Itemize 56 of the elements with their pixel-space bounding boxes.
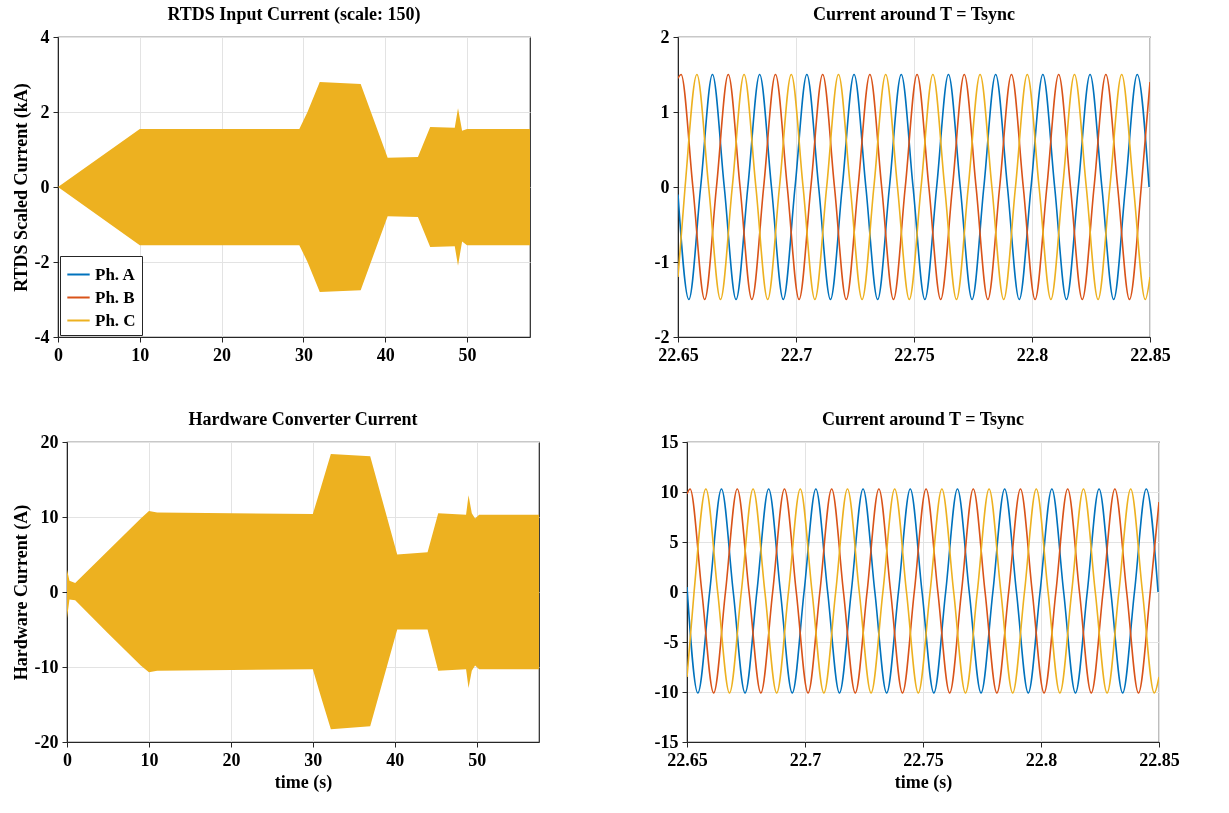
y-tick-label: 0 [669,581,679,602]
y-tick-label: 2 [660,26,670,47]
x-tick-label: 40 [386,749,405,770]
x-tick-label: 22.7 [780,344,813,365]
x-tick-label: 30 [304,749,323,770]
y-tick-label: 15 [660,431,679,452]
y-tick-label: 2 [40,101,50,122]
y-tick-label: 0 [40,176,50,197]
x-tick-label: 40 [376,344,395,365]
legend-label: Ph. C [95,310,136,330]
x-tick-label: 22.85 [1139,749,1180,770]
x-tick-label: 22.7 [789,749,822,770]
y-tick-label: 10 [40,506,59,527]
y-tick-label: -4 [34,326,50,347]
x-tick-label: 50 [458,344,477,365]
y-axis-title: RTDS Scaled Current (kA) [10,83,32,292]
chart-title: Hardware Converter Current [188,409,418,429]
x-tick-label: 22.8 [1016,344,1049,365]
x-tick-label: 30 [294,344,313,365]
legend-label: Ph. A [95,264,136,284]
x-tick-label: 20 [213,344,232,365]
y-tick-label: -5 [663,631,679,652]
x-axis-title: time (s) [274,771,333,793]
y-tick-label: -10 [34,656,59,677]
chart-title: RTDS Input Current (scale: 150) [167,4,421,25]
chart-title: Current around T = Tsync [813,4,1016,24]
x-tick-label: 22.8 [1025,749,1058,770]
y-tick-label: 4 [40,26,50,47]
x-tick-label: 22.65 [658,344,699,365]
y-tick-label: 10 [660,481,679,502]
y-tick-label: -1 [654,251,670,272]
legend-label: Ph. B [95,287,135,307]
y-tick-label: 20 [40,431,59,452]
x-tick-label: 0 [63,749,72,770]
y-tick-label: 1 [660,101,670,122]
y-tick-label: 5 [669,531,679,552]
chart-title: Current around T = Tsync [822,409,1025,429]
x-tick-label: 22.75 [903,749,944,770]
y-tick-label: -15 [654,731,679,752]
y-tick-label: -10 [654,681,679,702]
line-series [687,488,1159,694]
y-tick-label: -2 [654,326,670,347]
x-axis-title: time (s) [894,771,953,793]
x-tick-label: 50 [468,749,487,770]
x-tick-label: 20 [222,749,241,770]
line-series [678,73,1150,301]
y-tick-label: -20 [34,731,59,752]
x-tick-label: 22.75 [894,344,935,365]
x-tick-label: 22.65 [667,749,708,770]
y-axis-title: Hardware Current (A) [10,504,32,681]
x-tick-label: 10 [131,344,150,365]
y-tick-label: 0 [49,581,59,602]
y-tick-label: -2 [34,251,50,272]
x-tick-label: 22.85 [1130,344,1171,365]
y-tick-label: 0 [660,176,670,197]
x-tick-label: 10 [140,749,159,770]
